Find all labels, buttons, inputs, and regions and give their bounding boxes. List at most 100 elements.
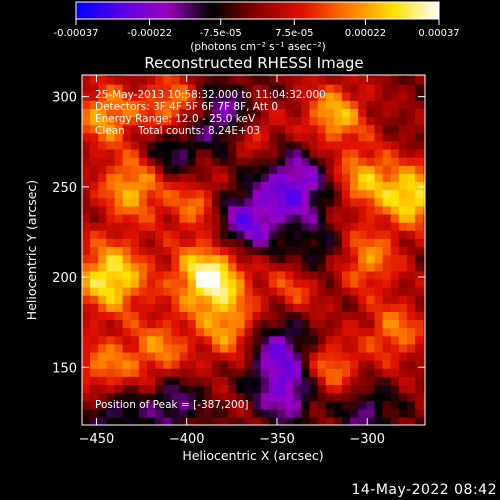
heatmap-cell: [211, 286, 221, 296]
heatmap-cell: [358, 92, 367, 101]
heatmap-cell: [382, 392, 392, 402]
heatmap-cell: [293, 75, 302, 77]
heatmap-cell: [220, 270, 229, 280]
heatmap-cell: [358, 254, 367, 264]
heatmap-cell: [138, 140, 148, 150]
heatmap-cell: [138, 205, 148, 215]
heatmap-cell: [358, 140, 367, 150]
heatmap-cell: [98, 84, 107, 93]
heatmap-cell: [220, 351, 229, 361]
heatmap-cell: [195, 173, 205, 183]
heatmap-cell: [220, 230, 229, 239]
heatmap-cell: [195, 343, 205, 353]
heatmap-cell: [285, 343, 294, 353]
heatmap-cell: [293, 165, 302, 174]
heatmap-cell: [244, 124, 254, 134]
heatmap-cell: [90, 213, 99, 223]
heatmap-cell: [390, 157, 400, 166]
heatmap-cell: [293, 286, 302, 296]
heatmap-cell: [260, 408, 270, 418]
heatmap-cell: [398, 230, 408, 239]
heatmap-cell: [130, 189, 140, 199]
heatmap-cell: [98, 351, 107, 361]
heatmap-cell: [138, 319, 148, 329]
colorbar-gradient: [75, 1, 440, 20]
heatmap-cell: [138, 384, 148, 394]
heatmap-cell: [390, 392, 400, 402]
heatmap-cell: [146, 205, 156, 215]
heatmap-cell: [423, 270, 425, 280]
heatmap-cell: [293, 327, 302, 337]
heatmap-cell: [285, 246, 294, 256]
heatmap-cell: [146, 384, 156, 394]
heatmap-cell: [252, 173, 262, 183]
heatmap-cell: [82, 205, 91, 215]
heatmap-cell: [390, 335, 400, 345]
heatmap-cell: [82, 75, 91, 85]
heatmap-cell: [155, 295, 164, 304]
heatmap-cell: [90, 92, 99, 101]
heatmap-cell: [130, 295, 140, 304]
heatmap-cell: [130, 148, 140, 158]
heatmap-cell: [171, 262, 181, 272]
heatmap-cell: [366, 108, 376, 118]
heatmap-cell: [211, 278, 221, 288]
heatmap-cell: [309, 205, 319, 215]
heatmap-cell: [333, 335, 343, 345]
heatmap-cell: [374, 262, 384, 272]
heatmap-cell: [423, 75, 425, 77]
heatmap-cell: [325, 75, 335, 85]
heatmap-cell: [114, 278, 124, 288]
heatmap-cell: [146, 278, 156, 288]
heatmap-cell: [285, 197, 294, 207]
heatmap-cell: [317, 343, 327, 353]
heatmap-cell: [171, 278, 181, 288]
heatmap-cell: [317, 416, 327, 425]
heatmap-cell: [236, 132, 246, 142]
heatmap-cell: [382, 384, 392, 394]
heatmap-cell: [220, 278, 229, 288]
heatmap-cell: [358, 303, 367, 312]
heatmap-cell: [358, 327, 367, 337]
heatmap-cell: [415, 278, 424, 288]
heatmap-cell: [301, 319, 311, 329]
heatmap-cell: [260, 157, 270, 166]
heatmap-cell: [374, 124, 384, 134]
heatmap-cell: [285, 295, 294, 304]
heatmap-cell: [90, 286, 99, 296]
heatmap-cell: [398, 92, 408, 101]
heatmap-cell: [195, 408, 205, 418]
heatmap-cell: [317, 222, 327, 231]
heatmap-cell: [252, 262, 262, 272]
heatmap-cell: [195, 181, 205, 191]
heatmap-cell: [293, 197, 302, 207]
heatmap-cell: [374, 108, 384, 118]
heatmap-cell: [122, 108, 132, 118]
heatmap-cell: [398, 368, 408, 377]
heatmap-cell: [317, 173, 327, 183]
heatmap-cell: [90, 140, 99, 150]
heatmap-cell: [268, 92, 278, 101]
heatmap-cell: [155, 351, 164, 361]
heatmap-cell: [155, 173, 164, 183]
heatmap-cell: [163, 384, 172, 394]
heatmap-cell: [276, 254, 286, 264]
heatmap-cell: [341, 295, 351, 304]
heatmap-cell: [122, 254, 132, 264]
heatmap-cell: [415, 376, 424, 386]
heatmap-cell: [268, 360, 278, 369]
heatmap-cell: [82, 270, 91, 280]
heatmap-cell: [130, 157, 140, 166]
heatmap-cell: [268, 327, 278, 337]
colorbar-tick-label: 0.00022: [345, 28, 386, 39]
heatmap-cell: [252, 100, 262, 109]
heatmap-cell: [398, 360, 408, 369]
heatmap-cell: [309, 351, 319, 361]
heatmap-cell: [366, 295, 376, 304]
heatmap-cell: [301, 84, 311, 93]
heatmap-cell: [244, 75, 254, 85]
plot-frame: [81, 74, 426, 426]
heatmap-cell: [228, 189, 237, 199]
heatmap-cell: [309, 262, 319, 272]
